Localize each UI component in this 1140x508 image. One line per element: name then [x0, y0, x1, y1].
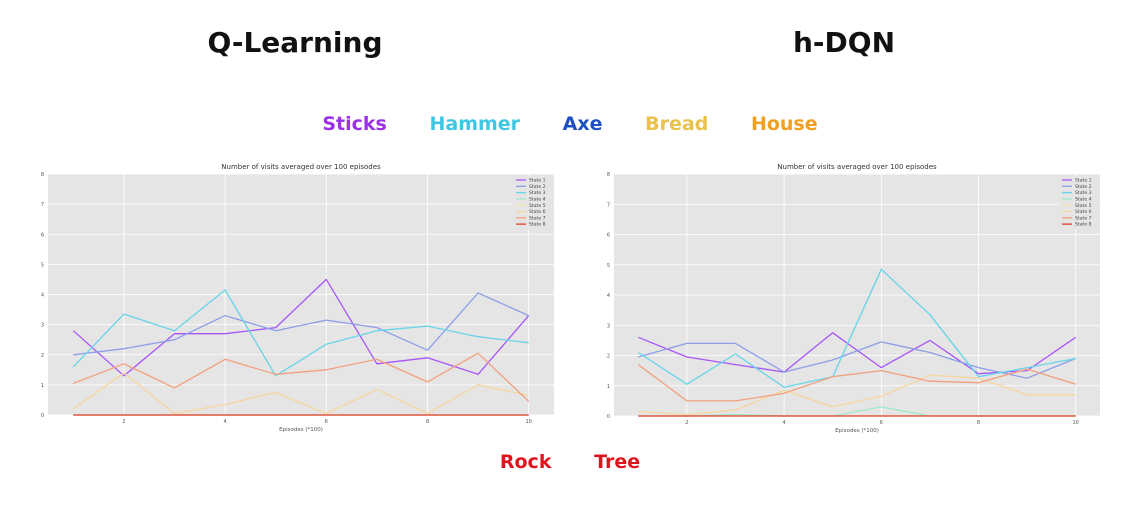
chart2-legend-label-state-6: State 6 — [1075, 209, 1092, 215]
chart1-legend-label-state-6: State 6 — [529, 209, 546, 215]
label-hammer: Hammer — [429, 113, 521, 135]
chart2-legend-label-state-5: State 5 — [1075, 203, 1092, 209]
chart1-ytick-1: 1 — [41, 383, 44, 389]
chart2-legend-label-state-8: State 8 — [1075, 222, 1092, 228]
chart2-ytick-1: 1 — [607, 384, 610, 390]
chart1-ytick-0: 0 — [41, 413, 44, 419]
chart1-ytick-2: 2 — [41, 353, 44, 359]
chart2-legend-label-state-4: State 4 — [1075, 197, 1092, 203]
chart2-xtick-6: 6 — [880, 420, 883, 426]
chart2-legend-label-state-7: State 7 — [1075, 215, 1092, 221]
chart1-legend-label-state-4: State 4 — [529, 197, 546, 203]
chart1-xtick-6: 6 — [325, 419, 328, 425]
chart1-legend-label-state-2: State 2 — [529, 184, 546, 190]
chart1-series-state-3 — [72, 289, 529, 377]
chart2-legend-box — [1059, 176, 1099, 230]
chart2-ytick-0: 0 — [607, 414, 610, 420]
chart1-legend-box — [513, 176, 553, 230]
chart2-xtick-8: 8 — [977, 420, 980, 426]
chart2-ytick-5: 5 — [607, 263, 610, 269]
chart1-title: Number of visits averaged over 100 episo… — [221, 163, 381, 171]
chart1-xlabel: Episodes (*100) — [279, 427, 323, 433]
chart2-series-state-6 — [638, 374, 1076, 416]
label-rock: Rock — [499, 451, 552, 473]
chart1-xtick-8: 8 — [426, 419, 429, 425]
chart1-ytick-4: 4 — [41, 293, 44, 299]
chart1-xtick-4: 4 — [224, 419, 227, 425]
chart2-ytick-2: 2 — [607, 354, 610, 360]
chart2-legend-label-state-3: State 3 — [1075, 190, 1092, 196]
chart2-ytick-6: 6 — [607, 233, 610, 239]
chart-q-learning: Number of visits averaged over 100 episo… — [41, 163, 554, 433]
chart1-legend-label-state-3: State 3 — [529, 190, 546, 196]
chart1-series-state-7 — [73, 352, 530, 402]
chart1-series-state-1 — [72, 278, 530, 377]
bottom-item-labels: Rock Tree — [0, 451, 1140, 473]
label-axe: Axe — [562, 113, 603, 135]
label-sticks: Sticks — [322, 113, 387, 135]
chart2-ytick-7: 7 — [607, 202, 610, 208]
label-house: House — [750, 113, 818, 135]
chart2-xlabel: Episodes (*100) — [835, 428, 879, 434]
chart2-legend-label-state-1: State 1 — [1075, 178, 1092, 184]
chart1-ytick-3: 3 — [41, 323, 44, 329]
label-bread: Bread — [645, 113, 709, 135]
heading-q-learning: Q-Learning — [207, 26, 383, 59]
chart-h-dqn: Number of visits averaged over 100 episo… — [607, 163, 1100, 434]
chart2-ytick-4: 4 — [607, 293, 610, 299]
chart2-xtick-2: 2 — [685, 420, 688, 426]
chart2-ytick-3: 3 — [607, 323, 610, 329]
chart1-legend-label-state-5: State 5 — [529, 203, 546, 209]
chart2-series-state-3 — [637, 268, 1076, 388]
chart2-series-state-2 — [638, 341, 1076, 379]
chart1-xtick-10: 10 — [526, 419, 532, 425]
chart1-ytick-6: 6 — [41, 232, 44, 238]
chart1-series-state-6 — [72, 372, 529, 415]
chart2-xtick-10: 10 — [1073, 420, 1079, 426]
chart1-legend-label-state-7: State 7 — [529, 215, 546, 221]
chart1-ytick-8: 8 — [41, 172, 44, 178]
label-tree: Tree — [594, 451, 641, 473]
top-item-labels: Sticks Hammer Axe Bread House — [0, 113, 1140, 135]
heading-h-dqn: h-DQN — [792, 26, 896, 59]
chart1-ytick-5: 5 — [41, 262, 44, 268]
chart1-xtick-2: 2 — [122, 419, 125, 425]
chart1-series-state-2 — [73, 292, 529, 356]
chart2-xtick-4: 4 — [783, 420, 786, 426]
chart1-ytick-7: 7 — [41, 202, 44, 208]
chart2-legend-label-state-2: State 2 — [1075, 184, 1092, 190]
chart2-ytick-8: 8 — [607, 172, 610, 178]
chart2-series-state-7 — [637, 364, 1076, 402]
chart1-legend-label-state-1: State 1 — [529, 178, 546, 184]
chart2-title: Number of visits averaged over 100 episo… — [777, 163, 937, 171]
chart1-legend-label-state-8: State 8 — [529, 222, 546, 228]
